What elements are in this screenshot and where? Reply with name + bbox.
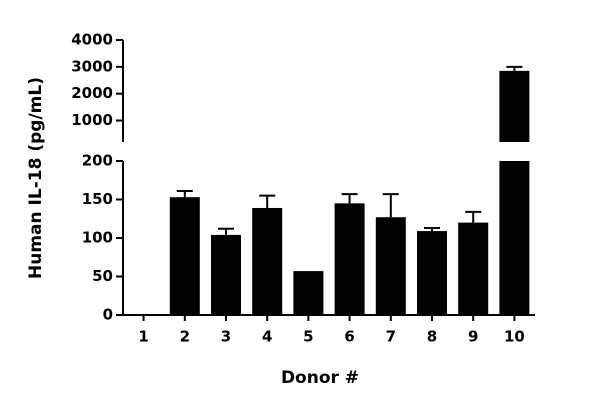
error-bar — [382, 193, 399, 218]
bar — [375, 217, 406, 315]
x-tick-label: 8 — [427, 328, 437, 346]
error-bar — [218, 227, 234, 235]
error-bar — [341, 193, 358, 204]
y-tick-label: 2000 — [71, 84, 113, 102]
bar — [211, 234, 241, 315]
y-tick-label: 1000 — [71, 111, 113, 129]
bar — [458, 222, 489, 315]
x-tick-label: 1 — [138, 328, 148, 346]
y-tick-label: 4000 — [71, 31, 113, 49]
x-tick-label: 5 — [303, 328, 313, 346]
bar — [499, 70, 530, 142]
error-bar — [506, 65, 523, 71]
error-bar — [424, 226, 440, 232]
y-tick-label: 100 — [82, 229, 113, 247]
bar — [499, 161, 530, 315]
y-tick-label: 0 — [103, 306, 113, 324]
bar — [334, 203, 365, 315]
x-axis-title: Donor # — [281, 368, 359, 388]
y-tick-label: 200 — [82, 152, 113, 170]
y-tick-label: 150 — [82, 190, 113, 208]
x-tick-label: 6 — [344, 328, 354, 346]
x-tick-label: 10 — [504, 328, 525, 346]
x-tick-label: 3 — [221, 328, 231, 346]
y-axis-title: Human IL-18 (pg/mL) — [26, 77, 46, 279]
y-tick-label: 3000 — [71, 57, 113, 75]
x-tick-label: 9 — [468, 328, 478, 346]
bar — [252, 207, 283, 315]
bar — [169, 197, 200, 315]
y-tick-label: 50 — [92, 267, 113, 285]
x-tick-label: 4 — [262, 328, 272, 346]
error-bar — [176, 190, 193, 198]
x-tick-label: 2 — [180, 328, 190, 346]
bar — [417, 231, 447, 315]
error-bar — [259, 194, 276, 208]
x-tick-label: 7 — [386, 328, 396, 346]
bar — [293, 271, 324, 315]
error-bar — [465, 210, 482, 223]
